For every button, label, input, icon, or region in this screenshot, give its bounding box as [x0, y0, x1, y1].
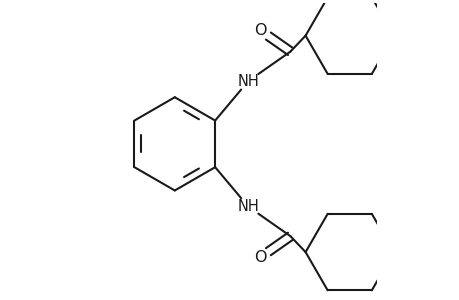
Text: O: O [253, 23, 266, 38]
Text: NH: NH [237, 199, 258, 214]
Text: O: O [253, 250, 266, 265]
Text: NH: NH [237, 74, 258, 88]
